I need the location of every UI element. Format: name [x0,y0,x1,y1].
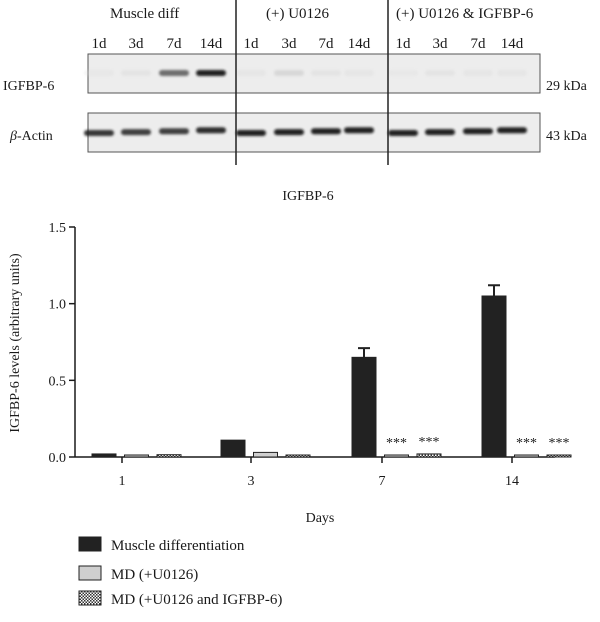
blot-band [121,70,151,76]
y-tick-label: 1.0 [49,298,67,313]
x-tick-label: 3 [248,474,255,489]
blot-band [344,70,374,76]
blot-band [388,130,418,136]
x-ticks: 1 3 7 14 [119,457,519,489]
lane-label: 3d [433,36,449,52]
bar [220,439,246,458]
significance-label: *** [516,436,537,451]
blot-band [497,127,527,134]
bar [481,295,507,458]
lane-label: 7d [319,36,335,52]
western-blot-panel: Muscle diff (+) U0126 (+) U0126 & IGFBP-… [3,0,588,165]
size-label-43kda: 43 kDa [546,129,588,144]
lane-label: 7d [167,36,183,52]
group-label-u0126-igfbp6: (+) U0126 & IGFBP-6 [396,6,534,22]
chart-title: IGFBP-6 [282,189,333,204]
legend-label: MD (+U0126 and IGFBP-6) [111,592,282,608]
blot-band [84,130,114,136]
bar [285,454,311,458]
blot-band [311,70,341,76]
row-label-actin-prefix: β [9,129,17,144]
bar-chart: IGFBP-6 IGFBP-6 levels (arbitrary units)… [8,189,572,608]
row-label-actin: β-Actin [9,129,53,144]
group-label-u0126: (+) U0126 [266,6,330,22]
legend-swatch [78,565,102,581]
size-label-29kda: 29 kDa [546,79,588,94]
significance-label: *** [549,436,570,451]
blot-band [463,128,493,135]
blot-band [425,70,455,76]
bar [253,451,278,458]
blot-band [236,70,266,76]
y-ticks: 0.0 0.5 1.0 1.5 [49,221,75,466]
lane-label: 1d [92,36,108,52]
legend-label: Muscle differentiation [111,538,245,554]
x-axis-label: Days [306,511,335,526]
bar [546,454,572,458]
bar [416,453,442,458]
y-tick-label: 0.5 [49,374,67,389]
lane-label: 1d [244,36,260,52]
blot-band [274,70,304,76]
bar [351,356,377,458]
y-tick-label: 1.5 [49,221,67,236]
bar [124,454,149,458]
blot-band [159,128,189,135]
lane-labels: 1d 3d 7d 14d 1d 3d 7d 14d 1d 3d 7d 14d [92,36,524,52]
row-label-igfbp6: IGFBP-6 [3,79,54,94]
significance-label: *** [386,436,407,451]
y-tick-label: 0.0 [49,451,67,466]
legend-swatch [78,536,102,552]
blot-bands [84,70,527,136]
blot-band [274,129,304,136]
blot-band [196,70,226,76]
bar [514,454,539,458]
y-axis-label: IGFBP-6 levels (arbitrary units) [8,253,23,433]
legend-label: MD (+U0126) [111,567,198,583]
blot-band [497,70,527,76]
x-tick-label: 7 [379,474,386,489]
group-label-muscle-diff: Muscle diff [110,6,179,22]
blot-band [236,130,266,136]
lane-label: 3d [129,36,145,52]
blot-band [84,70,114,76]
blot-band [463,70,493,76]
x-tick-label: 1 [119,474,126,489]
blot-band [159,70,189,76]
blot-band [196,127,226,134]
lane-label: 14d [200,36,223,52]
blot-band [388,70,418,76]
lane-label: 1d [396,36,412,52]
row-label-actin-name: -Actin [17,129,53,144]
blot-band [121,129,151,136]
lane-label: 7d [471,36,487,52]
bar [156,454,182,458]
significance-label: *** [419,435,440,450]
blot-band [425,129,455,136]
lane-label: 3d [282,36,298,52]
chart-legend: Muscle differentiation MD (+U0126) MD (+U0… [78,536,282,608]
bars: *** *** *** *** [91,284,572,458]
lane-label: 14d [348,36,371,52]
x-tick-label: 14 [505,474,519,489]
legend-swatch [78,590,102,606]
bar [384,454,409,458]
lane-label: 14d [501,36,524,52]
blot-band [311,128,341,135]
blot-band [344,127,374,134]
bar [91,453,117,458]
